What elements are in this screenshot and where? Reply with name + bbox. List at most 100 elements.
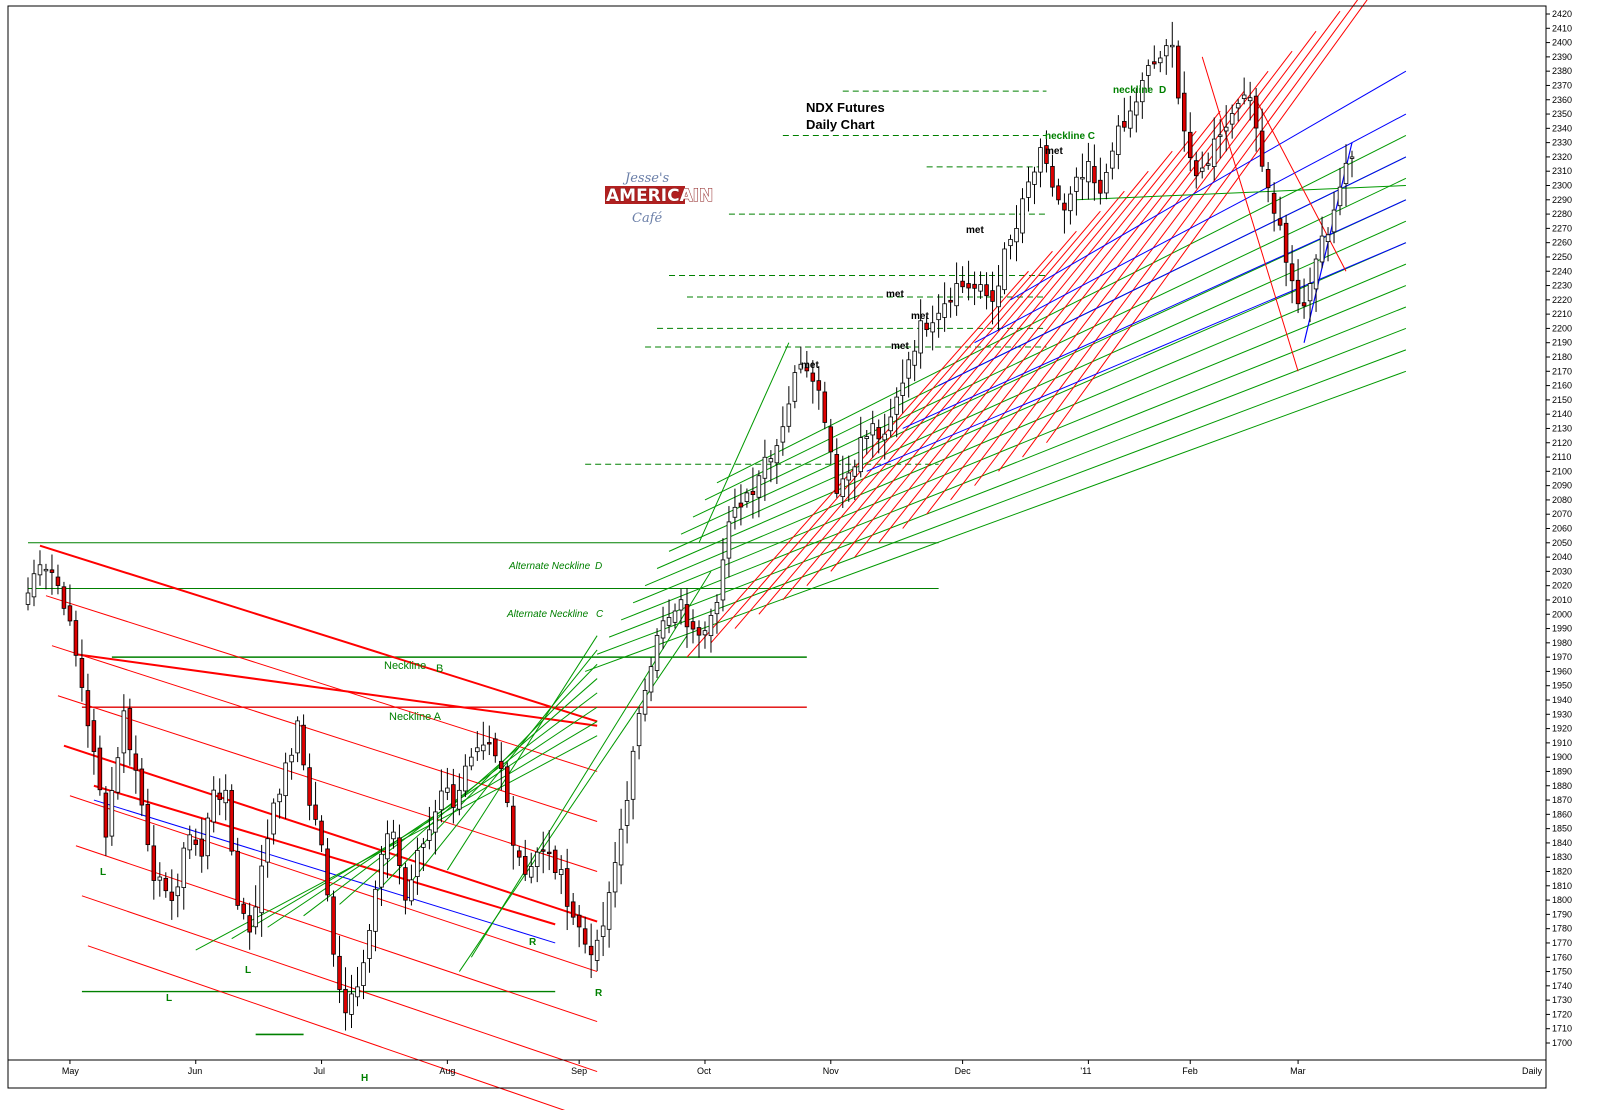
candle — [888, 398, 893, 438]
candle-body — [205, 817, 210, 857]
candle-body — [678, 599, 684, 611]
candle — [990, 271, 995, 325]
candle-body — [487, 742, 492, 745]
green-fan-line — [375, 663, 598, 894]
candle-body — [1301, 302, 1307, 307]
candle-body — [720, 559, 726, 601]
candles-layer — [25, 21, 1355, 1031]
red-channel-line — [93, 784, 556, 926]
price-tick-label: 2260 — [1552, 238, 1572, 248]
month-tick-label: '11 — [1080, 1066, 1091, 1076]
met-label: met — [891, 341, 909, 352]
candle-body — [1170, 44, 1175, 48]
candle — [25, 577, 31, 611]
candle-body — [906, 359, 911, 379]
price-tick-label: 1790 — [1552, 909, 1572, 919]
candle — [582, 916, 588, 954]
candle — [1259, 108, 1265, 172]
candle — [1026, 166, 1031, 212]
candle — [906, 351, 911, 398]
candle-body — [433, 811, 438, 833]
price-tick-label: 1710 — [1552, 1024, 1572, 1034]
candle-body — [894, 396, 899, 415]
candle — [1050, 154, 1055, 197]
candle — [223, 774, 228, 821]
candle — [630, 746, 636, 820]
logo: Jesse's AMERICAIN Café — [605, 171, 714, 226]
price-tick-label: 2380 — [1552, 66, 1572, 76]
candle — [1313, 254, 1319, 312]
candle — [217, 778, 222, 816]
candle-body — [337, 955, 342, 990]
candle — [1140, 72, 1145, 119]
price-tick-label: 2270 — [1552, 223, 1572, 233]
candle — [528, 852, 534, 884]
candle — [1068, 186, 1073, 225]
red-channel-line — [75, 653, 598, 727]
candle-body — [552, 849, 558, 873]
candle — [127, 698, 133, 766]
candle-body — [1116, 125, 1121, 155]
met-label: met — [911, 311, 929, 322]
candle — [475, 731, 480, 761]
candle-body — [1307, 283, 1313, 302]
candle-body — [1038, 147, 1043, 173]
candle-body — [792, 372, 798, 402]
candle — [235, 837, 240, 910]
month-tick-label: Feb — [1182, 1066, 1198, 1076]
price-tick-label: 2210 — [1552, 309, 1572, 319]
candle-body — [834, 454, 840, 494]
red-channel-line — [87, 945, 566, 1110]
candle — [696, 620, 702, 658]
candle — [385, 820, 390, 879]
green-fan-line — [632, 285, 1407, 604]
candle-body — [1056, 185, 1061, 201]
candle-body — [978, 284, 983, 292]
candle — [1020, 188, 1025, 244]
candle — [109, 766, 115, 846]
candle — [762, 439, 768, 501]
candle-body — [1134, 101, 1139, 116]
candle-body — [822, 391, 828, 423]
candle-body — [600, 925, 606, 937]
candle — [283, 752, 288, 819]
neckline-d-letter: D — [1159, 85, 1166, 96]
candle — [229, 784, 234, 856]
candle — [690, 609, 696, 644]
candle-body — [367, 930, 372, 959]
candle — [1062, 193, 1067, 234]
candle — [289, 748, 294, 780]
red-rise-line — [782, 190, 1125, 601]
candle — [1032, 166, 1037, 205]
candle — [1187, 112, 1193, 172]
left-shoulder-marker: L — [245, 965, 251, 976]
candle — [1181, 71, 1187, 152]
candle — [1116, 115, 1121, 170]
candle — [157, 862, 163, 897]
candle — [636, 706, 642, 760]
candle — [792, 365, 798, 409]
green-fan-line — [716, 135, 1407, 484]
candle-body — [1265, 168, 1271, 189]
green-fan-line — [584, 370, 1407, 672]
candle — [55, 564, 61, 595]
candle — [678, 588, 684, 625]
candle-body — [942, 303, 947, 318]
candle-body — [175, 886, 181, 897]
price-tick-label: 1840 — [1552, 838, 1572, 848]
candle-body — [235, 850, 240, 906]
candle — [1199, 151, 1205, 179]
candle — [552, 845, 558, 880]
candle — [984, 272, 989, 310]
candle-body — [1241, 94, 1247, 99]
candle — [1253, 88, 1259, 152]
candle — [666, 599, 672, 634]
red-rise-line — [758, 210, 1101, 615]
candle-body — [37, 564, 43, 576]
candle-body — [1128, 110, 1133, 129]
candle — [1122, 97, 1127, 132]
candle — [642, 678, 648, 722]
candle-body — [1205, 163, 1211, 166]
candle-body — [1229, 113, 1235, 125]
